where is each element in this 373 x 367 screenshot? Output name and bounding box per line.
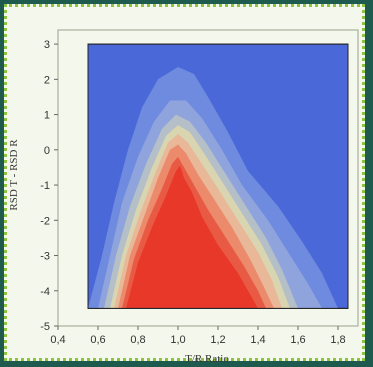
x-tick-label: 0,4 [50,334,65,346]
x-tick-label: 1,0 [170,334,185,346]
y-axis-label: RSD T - RSD R [8,139,20,211]
y-tick-label: -4 [40,286,50,298]
plot-region-border [87,43,349,309]
x-tick-label: 0,6 [90,334,105,346]
x-axis-label: T/R Ratio [185,353,229,365]
x-tick-label: 0,8 [130,334,145,346]
x-tick-label: 1,6 [290,334,305,346]
contour-level-8 [126,165,258,309]
y-tick-label: -2 [40,215,50,227]
y-tick-label: 0 [44,145,50,157]
y-tick-label: -3 [40,251,50,263]
x-tick-label: 1,8 [330,334,345,346]
axes-box [57,29,359,327]
y-tick-label: 1 [44,110,50,122]
x-tick-label: 1,4 [250,334,265,346]
y-tick-label: -1 [40,180,50,192]
y-tick-label: -5 [40,321,50,333]
x-tick-label: 1,2 [210,334,225,346]
y-tick-label: 3 [44,39,50,51]
y-tick-label: 2 [44,74,50,86]
